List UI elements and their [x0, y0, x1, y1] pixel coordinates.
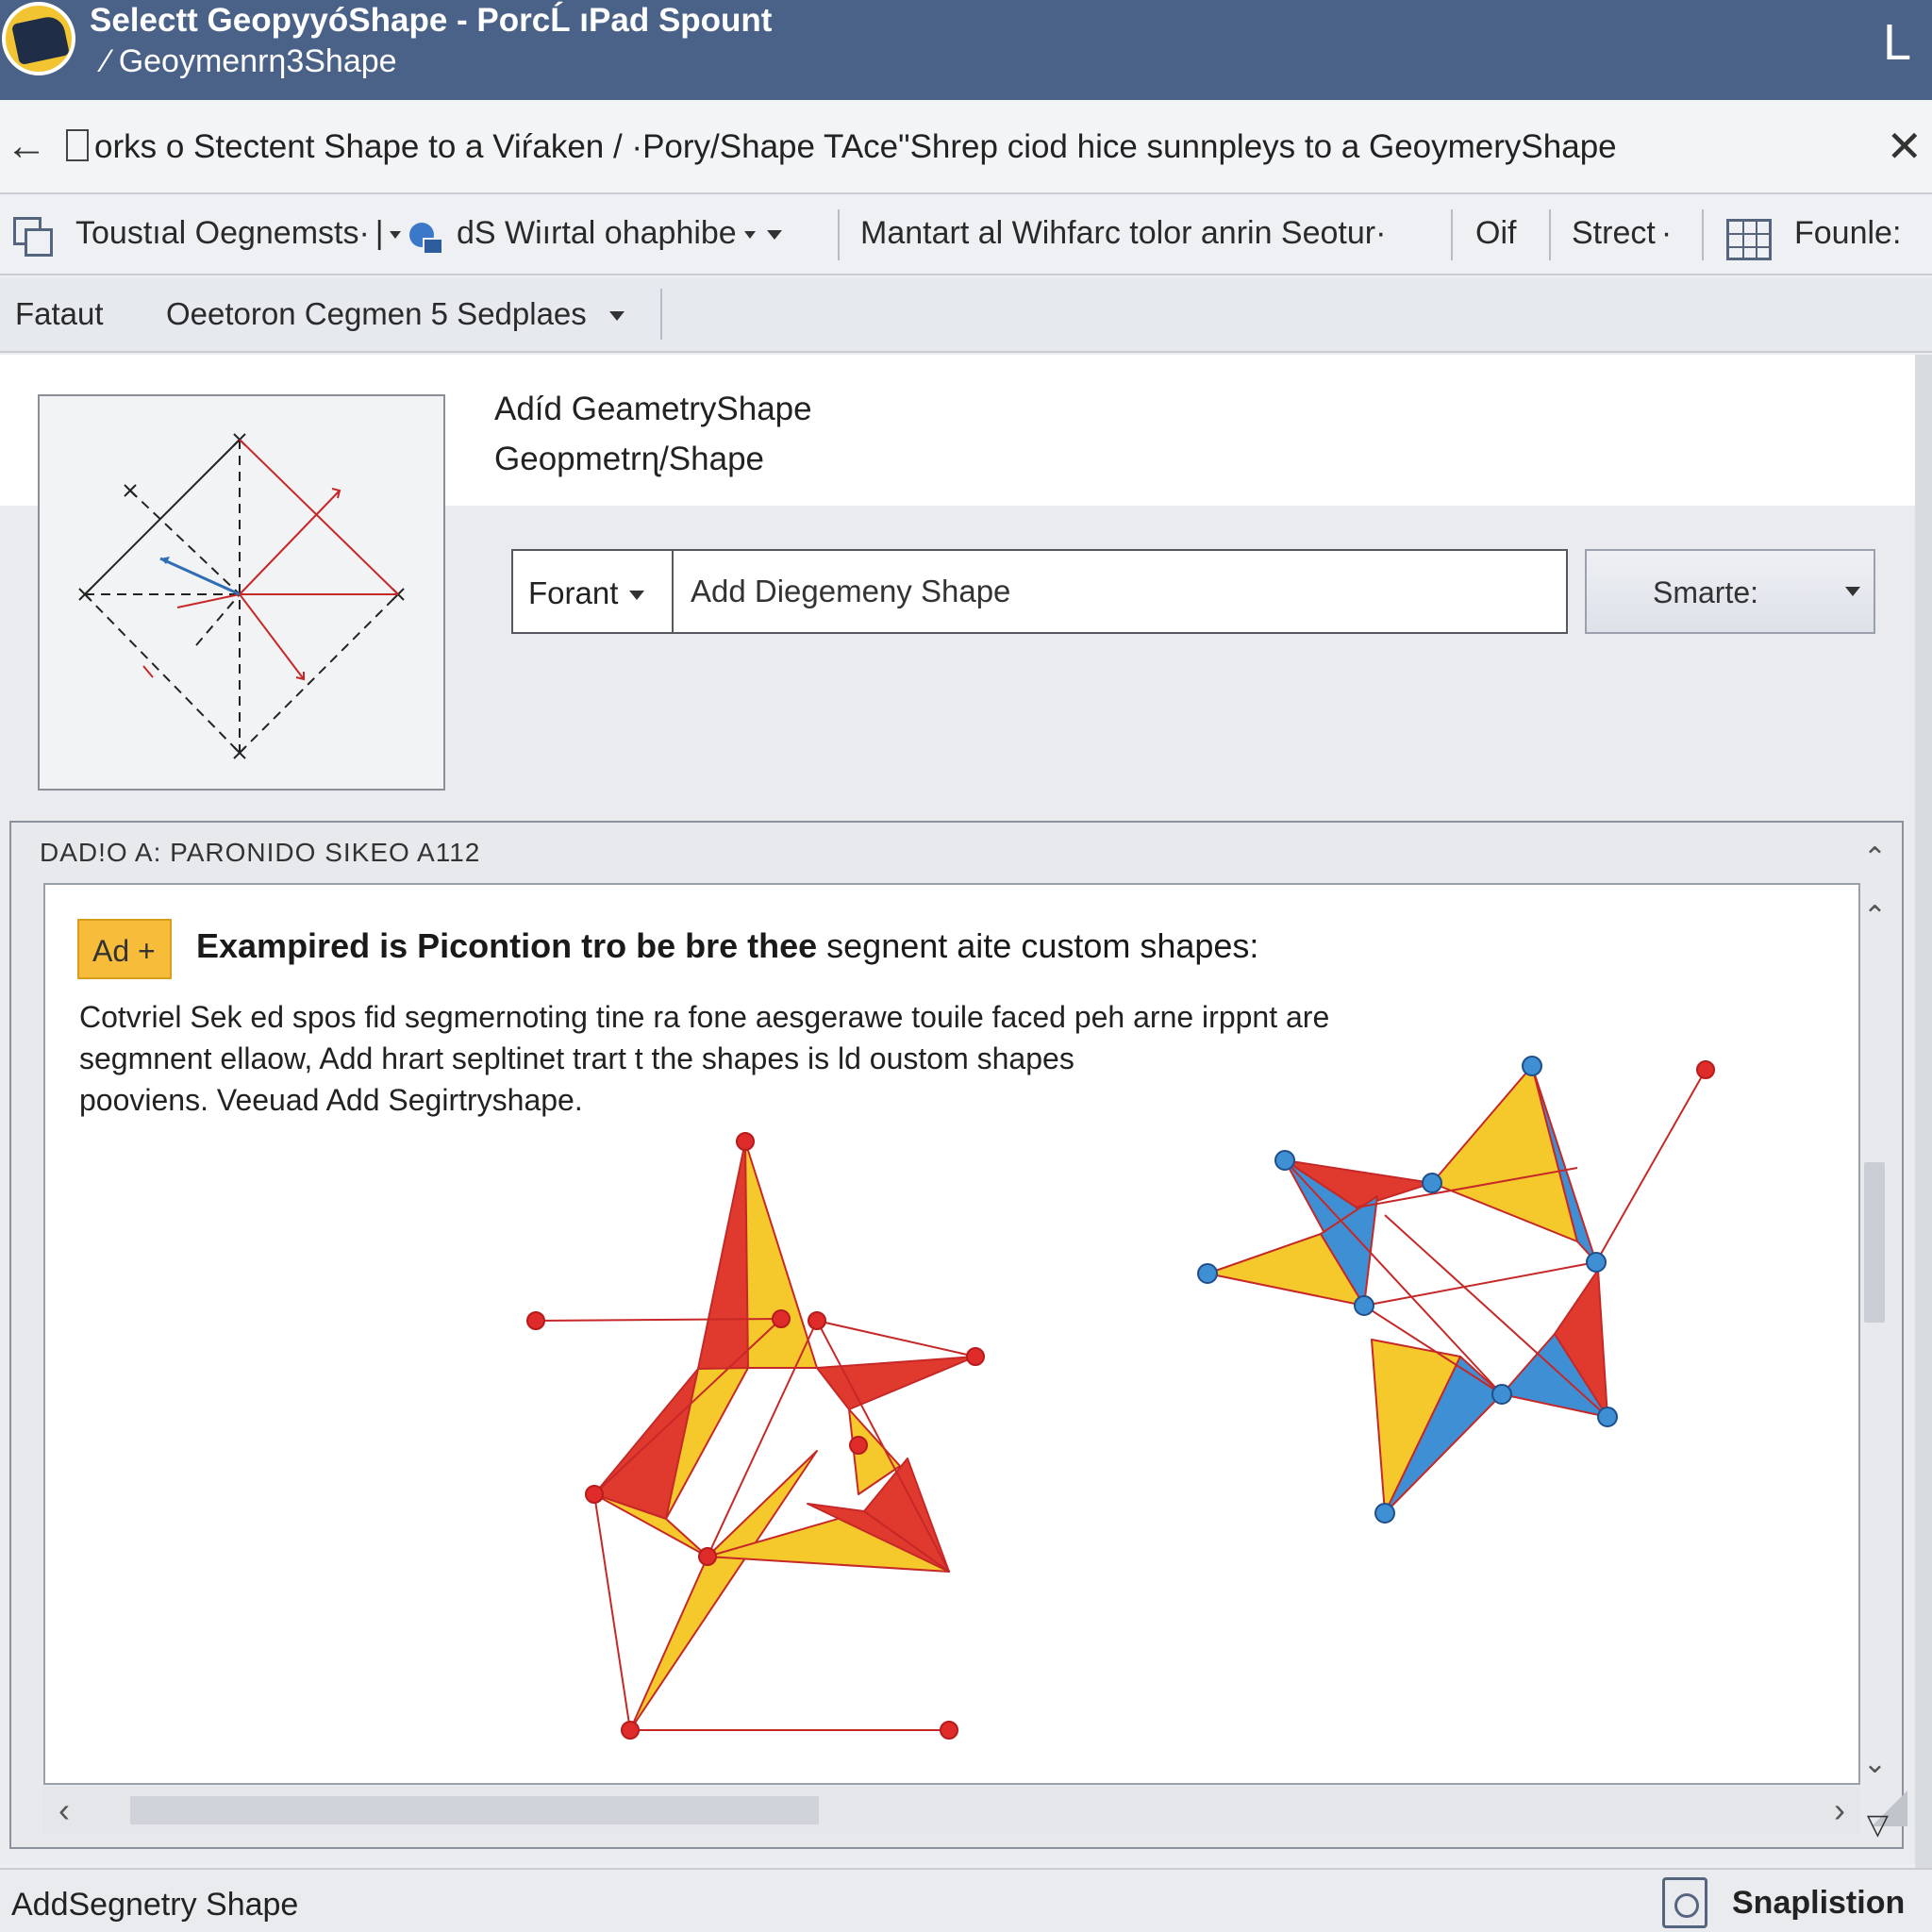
- snapshot-icon[interactable]: [1662, 1877, 1707, 1928]
- right-star-handle: [1696, 1060, 1715, 1079]
- example-heading: Exampired is Picontion tro be bre thee s…: [196, 926, 1258, 966]
- example-heading-bold: Exampired is Picontion tro be bre thee: [196, 926, 818, 965]
- example-heading-rest: segnent aite custom shapes:: [817, 926, 1259, 965]
- toolbar-primary: Toustıal Oegnemsts· | dS Wiırtal ohaphibe…: [0, 196, 1932, 275]
- segments-group: DAD!O A: PARONIDO SIKEO A112 ⌃ Ad + Exam…: [9, 821, 1907, 1849]
- left-star-vertices: [526, 1132, 985, 1740]
- close-icon[interactable]: ✕: [1886, 122, 1923, 171]
- panel-subheading: Geopmetrɳ/Shape: [494, 441, 765, 477]
- right-star-shape: [1207, 1065, 1707, 1514]
- description-line: pooviens. Veeuad Add Segirtryshape.: [79, 1083, 583, 1117]
- toolbar-segments-dropdown[interactable]: Toustıal Oegnemsts· |: [75, 215, 401, 252]
- scroll-up-icon[interactable]: ⌃: [1862, 901, 1887, 932]
- toolbar-founle-dropdown[interactable]: Founle:: [1794, 215, 1902, 251]
- toolbar-strect-label: Strect: [1572, 215, 1656, 251]
- dialog-header: ← orks o Stectent Shape to a Viŕaken / ·…: [0, 100, 1932, 194]
- pen-icon: ⁄: [104, 43, 109, 79]
- scroll-down-icon[interactable]: ⌄: [1862, 1748, 1887, 1779]
- toolbar-divider: [1549, 209, 1551, 260]
- left-star-shape: [535, 1141, 976, 1731]
- toolbar-default-tab[interactable]: Fataut: [15, 296, 104, 331]
- title-bar: Selectt GeopyyóShape - PorcĹ ıPad Spount…: [0, 0, 1932, 100]
- toolbar-divider: [660, 289, 662, 340]
- toolbar-secondary: Fataut Oeetoron Cegmen 5 Sedplaes: [0, 277, 1932, 353]
- dialog-title: orks o Stectent Shape to a Viŕaken / ·Po…: [66, 128, 1617, 166]
- smart-dropdown-label: Smarte:: [1653, 575, 1759, 609]
- toolbar-divider: [1702, 209, 1704, 260]
- status-text: AddSegnetry Shape: [11, 1887, 299, 1923]
- window-subtitle: ⁄ Geoymenrƞ3Shape: [104, 43, 397, 80]
- horizontal-scrollbar-thumb[interactable]: [130, 1796, 819, 1824]
- smart-dropdown-button[interactable]: Smarte:: [1585, 549, 1875, 634]
- funnel-icon[interactable]: ▽: [1866, 1809, 1889, 1840]
- toolbar-graphic-dropdown[interactable]: dS Wiırtal ohaphibe: [457, 215, 782, 252]
- resize-grip-icon[interactable]: [1872, 1790, 1907, 1826]
- toolbar-graphic-label: dS Wiırtal ohaphibe: [457, 215, 737, 251]
- toolbar-segment-dropdown[interactable]: Oeetoron Cegmen 5 Sedplaes: [166, 296, 625, 332]
- back-arrow-icon[interactable]: ←: [6, 123, 47, 169]
- shape-preview: [38, 394, 445, 791]
- window-title: Selectt GeopyyóShape - PorcĹ ıPad Spount: [90, 2, 773, 39]
- window-right-edge: [1915, 355, 1932, 1868]
- toolbar-divider: [1451, 209, 1453, 260]
- grid-icon[interactable]: [1726, 219, 1772, 260]
- add-badge-button[interactable]: Ad +: [77, 919, 172, 979]
- dialog-title-text: orks o Stectent Shape to a Viŕaken / ·Po…: [94, 128, 1617, 165]
- scroll-right-icon[interactable]: ›: [1834, 1790, 1845, 1829]
- description-line: Cotvriel Sek ed spos fid segmernoting ti…: [79, 1000, 1330, 1034]
- format-select-label: Forant: [528, 575, 619, 610]
- vertical-scrollbar-thumb[interactable]: [1864, 1162, 1885, 1323]
- app-logo-icon: [2, 2, 75, 75]
- snaplistion-button[interactable]: Snaplistion: [1732, 1885, 1906, 1921]
- right-star-vertices: [1197, 1056, 1618, 1524]
- toolbar-off-button[interactable]: Oif: [1475, 215, 1517, 251]
- toolbar-color-sector[interactable]: Mantart al Wihfarc tolor anrin Seotur·: [860, 215, 1387, 251]
- example-content: Ad + Exampired is Picontion tro be bre t…: [43, 883, 1860, 1785]
- window-subtitle-text: Geoymenrƞ3Shape: [118, 43, 397, 79]
- toolbar-strect-dropdown[interactable]: Strect ·: [1572, 215, 1673, 251]
- shape-name-input[interactable]: [675, 551, 1566, 632]
- format-select[interactable]: Forant: [513, 551, 674, 632]
- custom-shapes-illustration: [526, 1056, 1715, 1740]
- collapse-chevron-icon[interactable]: ⌃: [1862, 842, 1887, 874]
- scroll-left-icon[interactable]: ‹: [58, 1790, 70, 1829]
- description-line: segmnent ellaow, Add hrart sepltinet tra…: [79, 1041, 1074, 1075]
- horizontal-scrollbar[interactable]: ‹ ›: [43, 1787, 1860, 1834]
- document-icon: [66, 129, 89, 161]
- toolbar-segment-label: Oeetoron Cegmen 5 Sedplaes: [166, 296, 587, 331]
- shape-input-row: Forant: [511, 549, 1568, 634]
- example-description: Cotvriel Sek ed spos fid segmernoting ti…: [79, 996, 1494, 1121]
- shape-icon[interactable]: [409, 223, 443, 257]
- toolbar-divider: [838, 209, 840, 260]
- status-bar: AddSegnetry Shape Snaplistion: [0, 1868, 1932, 1932]
- copy-icon[interactable]: [13, 217, 53, 257]
- main-panel: Adíd GeametryShape Geopmetrɳ/Shape Fora…: [0, 355, 1915, 1864]
- preview-diagram: [78, 433, 405, 759]
- group-label: DAD!O A: PARONIDO SIKEO A112: [40, 838, 481, 867]
- window-control-button[interactable]: L: [1882, 14, 1911, 71]
- panel-heading: Adíd GeametryShape: [494, 391, 812, 427]
- toolbar-segments-label: Toustıal Oegnemsts·: [75, 215, 370, 251]
